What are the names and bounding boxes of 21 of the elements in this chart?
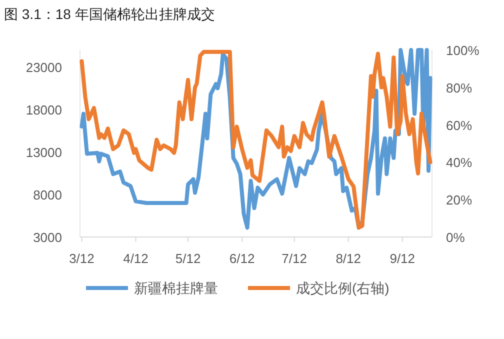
x-tick-label: 9/12 xyxy=(390,251,416,266)
y-tick-label: 8000 xyxy=(33,188,62,202)
x-tick-label: 5/12 xyxy=(175,251,201,266)
legend-label: 成交比例(右轴) xyxy=(296,280,390,296)
y-tick-label: 13000 xyxy=(26,145,62,160)
x-tick-label: 6/12 xyxy=(229,251,255,266)
y2-tick-label: 80% xyxy=(446,80,472,96)
y-tick-label: 3000 xyxy=(33,230,62,245)
y2-tick-label: 40% xyxy=(446,155,472,170)
y-tick-label: 18000 xyxy=(26,102,62,118)
x-tick-label: 7/12 xyxy=(282,251,307,266)
x-tick-label: 8/12 xyxy=(336,251,362,266)
y2-tick-label: 100% xyxy=(446,43,480,58)
x-tick-label: 3/12 xyxy=(69,251,94,266)
chart-title: 图 3.1：18 年国储棉轮出挂牌成交 xyxy=(4,6,215,22)
y2-tick-label: 20% xyxy=(446,192,472,208)
y2-tick-label: 60% xyxy=(446,118,472,133)
x-tick-label: 4/12 xyxy=(123,251,148,266)
y2-tick-label: 0% xyxy=(446,230,466,245)
legend-label: 新疆棉挂牌量 xyxy=(134,280,218,296)
y-tick-label: 23000 xyxy=(26,60,62,75)
